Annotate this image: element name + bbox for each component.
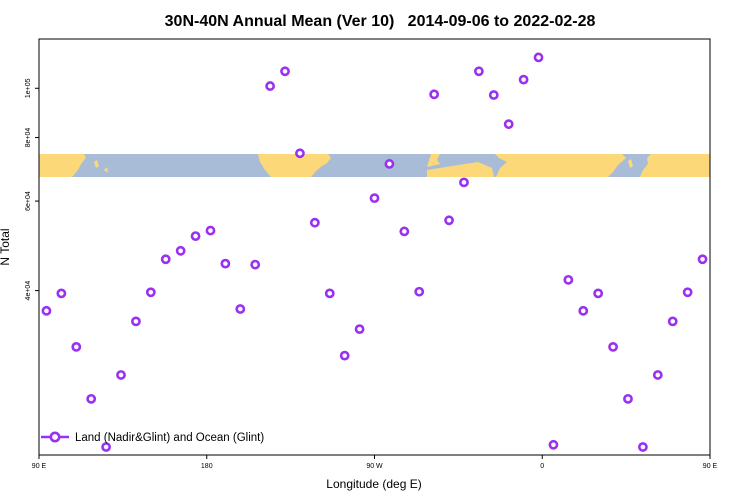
data-point <box>280 66 290 77</box>
data-point <box>473 66 484 77</box>
data-point <box>265 81 276 91</box>
data-point <box>429 89 440 100</box>
data-point <box>56 288 67 299</box>
data-points <box>41 52 708 452</box>
plot-frame <box>38 38 711 456</box>
data-point <box>444 215 454 226</box>
data-point <box>623 393 633 404</box>
data-point <box>131 316 141 327</box>
y-tick-label: 6e+04 <box>25 191 32 211</box>
chart-title: 30N-40N Annual Mean (Ver 10) 2014-09-06 … <box>165 13 596 30</box>
data-point <box>488 90 499 100</box>
data-point <box>295 148 305 159</box>
data-point <box>235 304 246 314</box>
data-point <box>339 350 350 361</box>
data-point <box>190 231 201 241</box>
data-point <box>578 305 589 316</box>
data-point <box>682 287 693 298</box>
y-tick-label: 4e+04 <box>25 281 32 301</box>
data-point <box>652 370 663 380</box>
data-point <box>369 193 380 204</box>
data-point <box>250 259 261 270</box>
x-axis: 90 E 180 90 W 0 90 E <box>32 455 718 470</box>
data-point <box>638 442 648 452</box>
y-tick-label: 8e+04 <box>25 128 32 148</box>
legend-marker <box>49 431 61 443</box>
data-point <box>160 254 171 265</box>
y-axis-label: N Total <box>0 228 12 265</box>
data-point <box>220 258 231 269</box>
data-point <box>518 74 529 85</box>
data-point <box>459 177 469 188</box>
x-tick-label: 90 E <box>32 463 47 470</box>
map-land <box>39 154 710 177</box>
data-point <box>116 370 126 380</box>
data-point <box>309 217 320 228</box>
data-point <box>667 316 678 327</box>
data-point <box>533 52 544 63</box>
data-point <box>608 341 618 352</box>
data-point <box>697 254 708 265</box>
data-point <box>175 245 186 256</box>
legend: Land (Nadir&Glint) and Ocean (Glint) <box>41 431 264 444</box>
data-point <box>503 119 514 130</box>
data-point <box>101 442 111 452</box>
y-axis: 4e+04 6e+04 8e+04 1e+05 <box>25 78 39 300</box>
world-map-strip <box>39 154 710 177</box>
data-point <box>399 226 410 237</box>
data-point <box>414 286 425 297</box>
x-tick-label: 90 E <box>703 463 718 470</box>
data-point <box>384 159 395 169</box>
data-point <box>593 288 604 299</box>
data-point <box>71 341 82 352</box>
data-point <box>354 324 365 335</box>
data-point <box>145 287 156 298</box>
data-point <box>548 439 559 450</box>
legend-label: Land (Nadir&Glint) and Ocean (Glint) <box>75 432 264 444</box>
x-tick-label: 180 <box>201 463 213 470</box>
x-tick-label: 90 W <box>366 463 383 470</box>
data-point <box>563 274 574 285</box>
data-point <box>41 305 52 316</box>
x-axis-label: Longitude (deg E) <box>326 477 421 491</box>
data-point <box>324 288 335 299</box>
data-point <box>86 393 97 404</box>
x-tick-label: 0 <box>540 463 544 470</box>
y-tick-label: 1e+05 <box>25 78 32 98</box>
data-point <box>205 225 216 236</box>
